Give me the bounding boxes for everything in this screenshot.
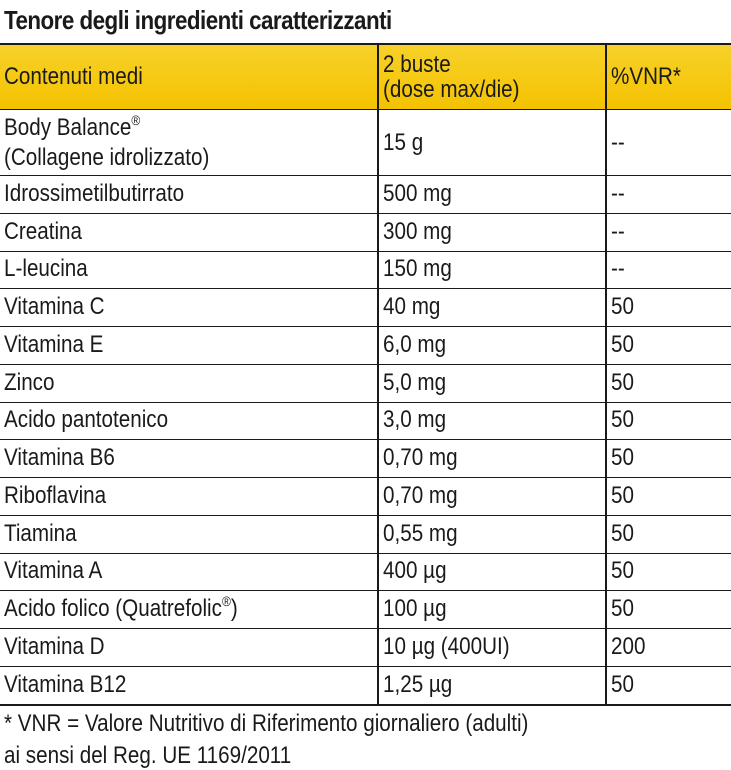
row-amount: 40 mg (383, 293, 441, 321)
row-vnr: 50 (611, 519, 634, 547)
column-divider (377, 43, 379, 704)
row-divider (0, 251, 731, 253)
row-ingredient-name: Idrossimetilbutirrato (4, 179, 185, 207)
row-vnr: 50 (611, 557, 634, 585)
row-divider (0, 364, 731, 366)
row-divider (0, 553, 731, 555)
row-divider (0, 590, 731, 592)
row-vnr: 200 (611, 632, 646, 660)
row-divider (0, 175, 731, 177)
table-header: Contenuti medi 2 buste (dose max/die) %V… (0, 43, 731, 110)
row-ingredient-name: Creatina (4, 217, 83, 245)
header-col-vnr: %VNR* (611, 63, 681, 90)
row-divider (0, 213, 731, 215)
row-vnr: 50 (611, 330, 634, 358)
row-ingredient-name: L-leucina (4, 255, 88, 283)
row-amount: 300 mg (383, 217, 452, 245)
row-amount: 150 mg (383, 255, 452, 283)
row-divider (0, 477, 731, 479)
row-ingredient-name: Vitamina E (4, 330, 104, 358)
row-ingredient-name: Zinco (4, 368, 55, 396)
row-divider (0, 666, 731, 668)
row-ingredient-name: Acido pantotenico (4, 406, 169, 434)
row-vnr: 50 (611, 481, 634, 509)
row-amount: 0,70 mg (383, 481, 458, 509)
row-vnr: 50 (611, 595, 634, 623)
row-amount: 400 µg (383, 557, 447, 585)
row-amount: 3,0 mg (383, 406, 447, 434)
row-vnr: 50 (611, 406, 634, 434)
row-ingredient-name: Vitamina B6 (4, 444, 115, 472)
row-amount: 0,70 mg (383, 444, 458, 472)
column-divider (605, 43, 607, 704)
row-amount: 6,0 mg (383, 330, 447, 358)
row-ingredient-name: Riboflavina (4, 481, 107, 509)
row-amount: 0,55 mg (383, 519, 458, 547)
row-divider (0, 439, 731, 441)
row-ingredient-name: Body Balance® (Collagene idrolizzato) (4, 112, 210, 171)
header-col-ingredient: Contenuti medi (4, 63, 143, 90)
row-divider (0, 704, 731, 706)
row-divider (0, 326, 731, 328)
row-amount: 1,25 µg (383, 670, 453, 698)
table-title: Tenore degli ingredienti caratterizzanti (4, 5, 392, 35)
row-amount: 100 µg (383, 595, 447, 623)
row-vnr: 50 (611, 368, 634, 396)
row-vnr: 50 (611, 293, 634, 321)
row-vnr: 50 (611, 670, 634, 698)
footnote-line-2: ai sensi del Reg. UE 1169/2011 (4, 742, 292, 769)
row-ingredient-name: Vitamina C (4, 293, 105, 321)
row-vnr: 50 (611, 444, 634, 472)
row-ingredient-name: Acido folico (Quatrefolic®) (4, 593, 238, 623)
row-vnr: -- (611, 128, 625, 156)
row-ingredient-name: Tiamina (4, 519, 77, 547)
row-amount: 10 µg (400UI) (383, 632, 510, 660)
row-ingredient-name: Vitamina B12 (4, 670, 127, 698)
row-amount: 15 g (383, 128, 424, 156)
header-col-dose: 2 buste (dose max/die) (383, 51, 520, 103)
row-ingredient-name: Vitamina D (4, 632, 105, 660)
row-divider (0, 402, 731, 404)
row-vnr: -- (611, 217, 625, 245)
row-divider (0, 288, 731, 290)
row-ingredient-name: Vitamina A (4, 557, 103, 585)
row-amount: 5,0 mg (383, 368, 447, 396)
row-amount: 500 mg (383, 179, 452, 207)
row-vnr: -- (611, 179, 625, 207)
row-divider (0, 515, 731, 517)
row-vnr: -- (611, 255, 625, 283)
row-divider (0, 628, 731, 630)
footnote-line-1: * VNR = Valore Nutritivo di Riferimento … (4, 710, 529, 737)
